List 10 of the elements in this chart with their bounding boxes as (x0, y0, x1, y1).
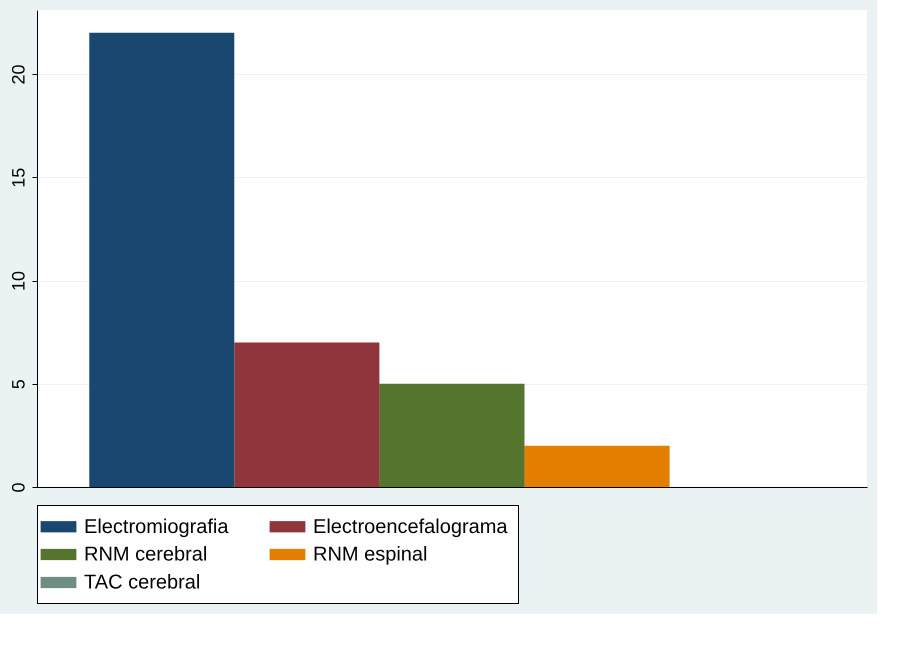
legend-label: Electromiografia (84, 516, 230, 538)
legend-label: TAC cerebral (84, 572, 200, 594)
legend-label: RNM cerebral (84, 544, 208, 566)
legend-label: Electroencefalograma (313, 516, 508, 538)
y-tick-label: 5 (8, 379, 28, 390)
legend-label: RNM espinal (313, 544, 428, 566)
y-tick-label: 10 (8, 270, 28, 292)
y-tick-label: 20 (8, 64, 28, 85)
y-tick-label: 0 (8, 482, 28, 493)
y-tick-label: 15 (8, 168, 28, 188)
